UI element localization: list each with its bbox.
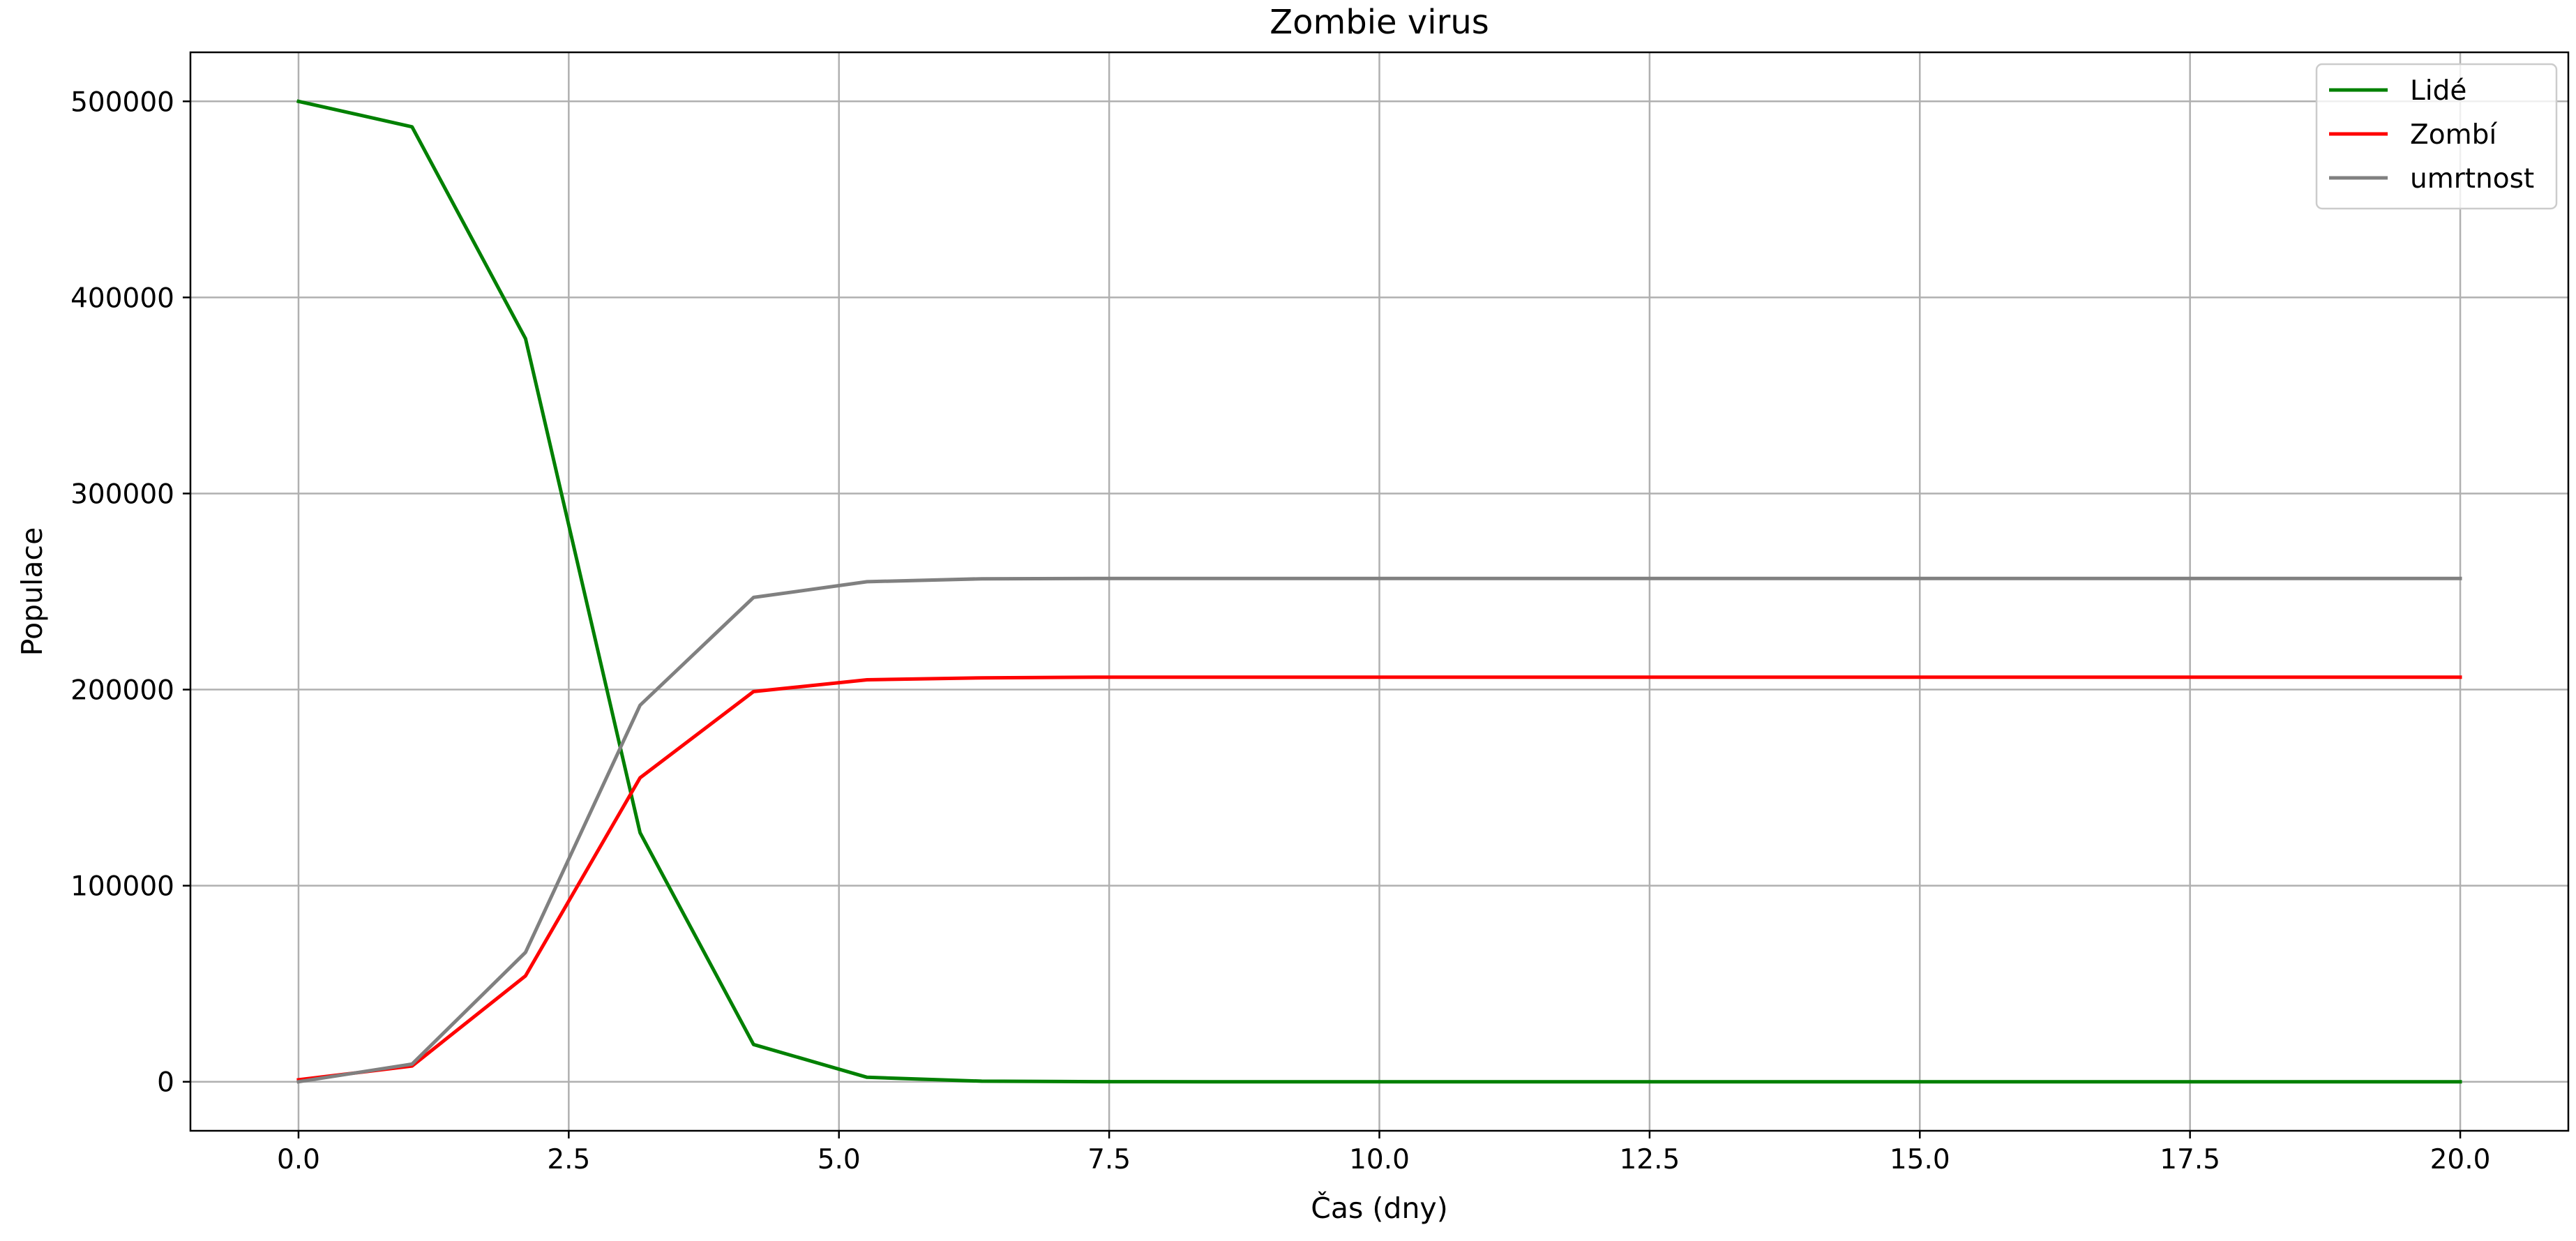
series-line-2 xyxy=(296,576,2462,1084)
legend-box xyxy=(2315,63,2558,210)
x-tick-label: 17.5 xyxy=(2160,1144,2220,1175)
y-tick-label: 0 xyxy=(157,1067,174,1099)
x-tick-label: 0.0 xyxy=(277,1144,320,1175)
x-tick-label: 2.5 xyxy=(547,1144,590,1175)
y-tick-label: 100000 xyxy=(70,871,174,903)
legend-entry-label: umrtnost xyxy=(2410,163,2534,195)
y-tick-label: 500000 xyxy=(70,87,174,118)
chart-title: Zombie virus xyxy=(1270,3,1489,42)
y-axis-ticks: 0 100000 200000 300000 400000 500000 xyxy=(70,87,190,1099)
y-tick-label: 200000 xyxy=(70,675,174,707)
x-tick-label: 10.0 xyxy=(1349,1144,1410,1175)
series-line-1 xyxy=(296,675,2462,1082)
legend: Lidé Zombí umrtnost xyxy=(2315,63,2558,210)
y-tick-label: 300000 xyxy=(70,479,174,510)
series-lines xyxy=(296,99,2462,1084)
x-tick-label: 12.5 xyxy=(1619,1144,1680,1175)
x-tick-label: 20.0 xyxy=(2430,1144,2491,1175)
x-tick-label: 15.0 xyxy=(1890,1144,1950,1175)
legend-entry-label: Lidé xyxy=(2410,75,2466,107)
x-tick-label: 7.5 xyxy=(1087,1144,1131,1175)
legend-entry-label: Zombí xyxy=(2410,119,2497,151)
x-tick-label: 5.0 xyxy=(818,1144,861,1175)
series-line-0 xyxy=(296,99,2462,1084)
y-axis-label: Populace xyxy=(15,527,49,656)
x-axis-label: Čas (dny) xyxy=(1311,1191,1447,1225)
x-axis-ticks: 0.0 2.5 5.0 7.5 10.0 12.5 15.0 17.5 20.0 xyxy=(277,1131,2491,1175)
y-tick-label: 400000 xyxy=(70,283,174,314)
